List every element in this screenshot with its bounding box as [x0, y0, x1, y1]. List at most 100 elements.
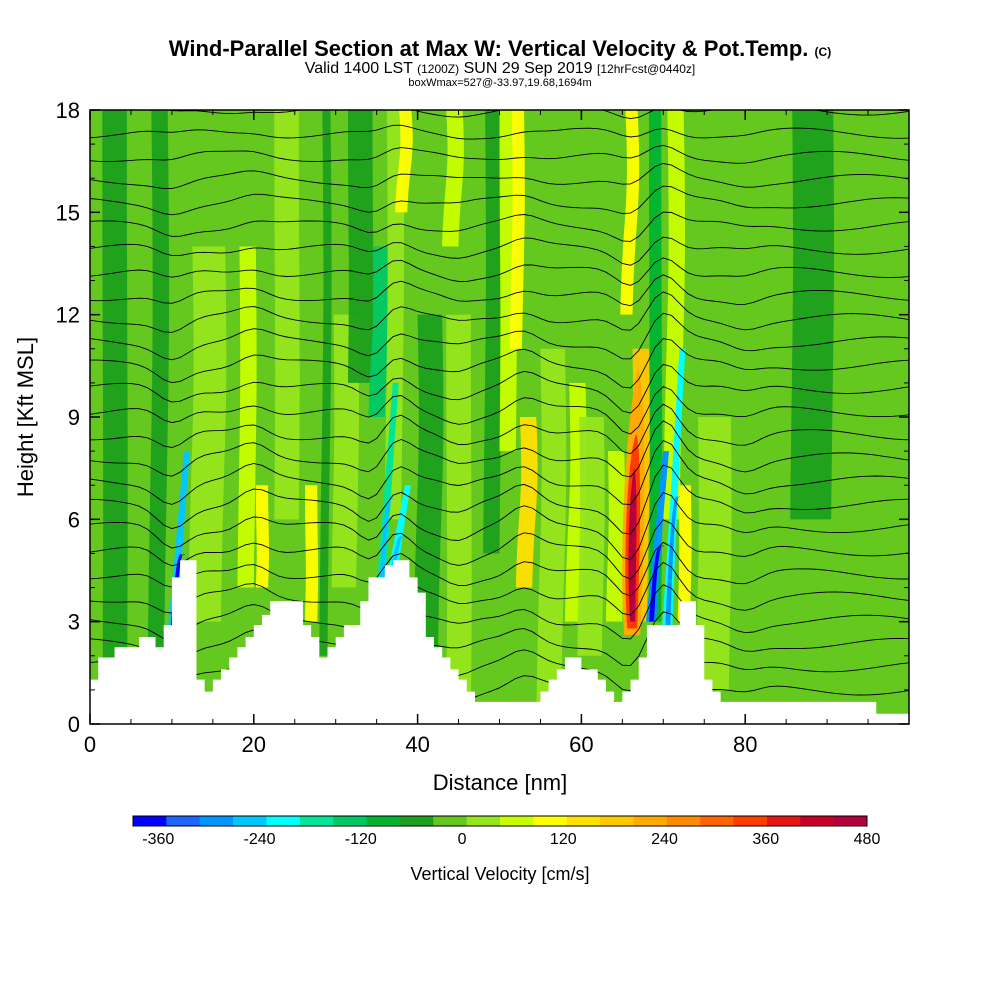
theta-contour [90, 291, 909, 333]
theta-contour [90, 363, 909, 414]
colorbar-label: 240 [651, 831, 678, 848]
colorbar-swatch [666, 816, 701, 826]
theta-contour [90, 236, 909, 266]
colorbar-swatch [399, 816, 434, 826]
x-tick-label: 80 [733, 732, 757, 757]
colorbar-swatch [433, 816, 468, 826]
velocity-plume [696, 417, 732, 690]
downdraft-core [646, 451, 670, 622]
velocity-plume [677, 485, 692, 622]
velocity-plume [483, 110, 503, 554]
theta-contour [90, 211, 909, 242]
chart-title-text: Wind-Parallel Section at Max W: Vertical… [168, 36, 809, 61]
theta-contour [90, 464, 909, 535]
theta-contour [90, 541, 909, 597]
theta-contour [90, 561, 909, 616]
colorbar-swatch [600, 816, 634, 826]
colorbar-swatch [366, 816, 401, 826]
theta-contour [90, 492, 909, 561]
theta-contour [90, 611, 909, 667]
theta-contour [90, 584, 909, 641]
colorbar-swatch [566, 816, 601, 826]
velocity-plume [509, 110, 525, 349]
velocity-plume [536, 348, 567, 724]
colorbar-label: 360 [752, 831, 779, 848]
velocity-plume [745, 110, 781, 724]
downdraft-core-inner [665, 496, 681, 626]
velocity-plume [347, 110, 374, 383]
colorbar-swatch [466, 816, 501, 826]
theta-contour [90, 440, 909, 506]
valid-time-local: Valid 1400 LST [304, 60, 413, 77]
valid-time-line: Valid 1400 LST (1200Z) SUN 29 Sep 2019 [… [0, 60, 1000, 78]
colorbar-swatch [633, 816, 668, 826]
velocity-plume [446, 314, 472, 724]
colorbar-label: 120 [550, 831, 577, 848]
x-tick-label: 40 [405, 732, 429, 757]
x-tick-label: 0 [84, 732, 96, 757]
chart-title: Wind-Parallel Section at Max W: Vertical… [0, 36, 1000, 62]
velocity-plume [395, 110, 413, 213]
y-tick-label: 9 [68, 405, 80, 430]
colorbar-swatch [299, 816, 334, 826]
forecast-info: [12hrFcst@0440z] [597, 62, 696, 76]
colorbar-swatch [733, 816, 768, 826]
theta-contour [90, 163, 909, 190]
colorbar: -360 -240 -120 0 120 240 360 480 [132, 815, 880, 848]
colorbar-swatch [333, 816, 368, 826]
colorbar-swatch [533, 816, 568, 826]
colorbar-swatch [766, 816, 801, 826]
colorbar-label: 0 [458, 831, 467, 848]
theta-contour [90, 124, 909, 140]
velocity-plume [413, 314, 444, 656]
velocity-plume [255, 485, 270, 588]
plot-area [90, 110, 909, 724]
downdraft-core-inner [649, 545, 665, 622]
theta-contour [90, 338, 909, 389]
colorbar-label: -360 [142, 831, 174, 848]
velocity-plume [577, 417, 605, 656]
x-tick-label: 60 [569, 732, 593, 757]
colorbar-title: Vertical Velocity [cm/s] [410, 864, 589, 884]
valid-date: SUN 29 Sep 2019 [463, 60, 593, 77]
colorbar-swatch [833, 816, 868, 826]
velocity-plume [319, 110, 332, 656]
colorbar-swatch [166, 816, 201, 826]
colorbar-swatch [800, 816, 835, 826]
potential-temperature-contours [90, 110, 909, 712]
colorbar-swatch [133, 816, 167, 826]
y-tick-label: 0 [68, 712, 80, 737]
velocity-plume [442, 110, 464, 247]
x-tick-label: 20 [242, 732, 266, 757]
copyright-mark: (C) [814, 45, 832, 59]
theta-contour [90, 385, 909, 435]
theta-contour [90, 403, 909, 455]
velocity-plume [847, 519, 894, 724]
velocity-plume [605, 451, 626, 622]
colorbar-swatch [199, 816, 234, 826]
theta-contour [90, 185, 909, 216]
x-axis: 0 20 40 60 80 [84, 110, 910, 757]
colorbar-frame [132, 815, 868, 827]
velocity-plume [237, 246, 257, 588]
y-axis-label: Height [Kft MSL] [13, 337, 38, 497]
theta-contour [90, 312, 909, 361]
velocity-plume [304, 485, 319, 622]
y-tick-label: 15 [56, 200, 80, 225]
colorbar-swatch [700, 816, 735, 826]
y-tick-label: 6 [68, 507, 80, 532]
colorbar-swatch [266, 816, 301, 826]
colorbar-swatch [233, 816, 267, 826]
theta-contour [90, 420, 909, 478]
box-wmax-info: boxWmax=527@-33.97,19.68,1694m [408, 77, 592, 89]
y-tick-label: 18 [56, 98, 80, 123]
downdraft-core [662, 348, 686, 626]
downdraft-core [388, 485, 412, 571]
velocity-plume [188, 246, 227, 622]
velocity-plume [620, 110, 640, 315]
theta-contour [90, 144, 909, 164]
theta-contour [90, 274, 909, 307]
y-tick-label: 12 [56, 303, 80, 328]
downdraft-core [375, 382, 399, 595]
